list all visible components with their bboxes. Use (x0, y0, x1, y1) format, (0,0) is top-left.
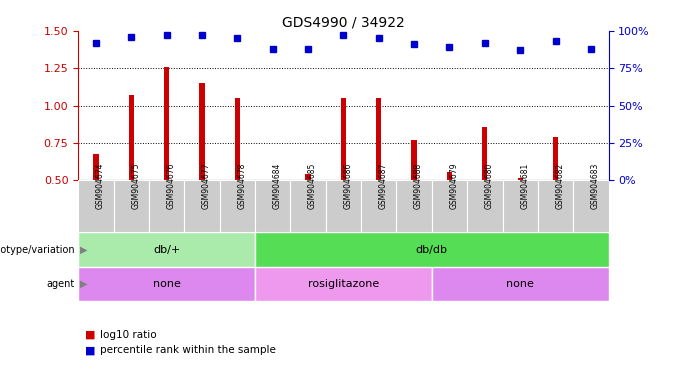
Text: db/db: db/db (415, 245, 448, 255)
Bar (255, 232, 609, 267)
Text: ■: ■ (85, 330, 95, 340)
Bar (432, 267, 609, 301)
Text: ▶: ▶ (80, 279, 88, 289)
Bar (361, 180, 396, 232)
Text: GSM904680: GSM904680 (485, 162, 494, 209)
Text: genotype/variation: genotype/variation (0, 245, 75, 255)
Text: GSM904676: GSM904676 (167, 162, 175, 209)
Bar (341, 98, 346, 180)
Text: GSM904686: GSM904686 (343, 162, 352, 209)
Bar (538, 180, 573, 232)
Bar (93, 154, 99, 180)
Text: agent: agent (46, 279, 75, 289)
Bar (114, 180, 149, 232)
Bar (467, 180, 503, 232)
Text: percentile rank within the sample: percentile rank within the sample (100, 345, 276, 355)
Bar (78, 180, 114, 232)
Bar (396, 180, 432, 232)
Bar (149, 180, 184, 232)
Text: ■: ■ (85, 345, 95, 355)
Bar (235, 98, 240, 180)
Text: rosiglitazone: rosiglitazone (308, 279, 379, 289)
Text: log10 ratio: log10 ratio (100, 330, 156, 340)
Bar (447, 172, 452, 180)
Text: GSM904688: GSM904688 (414, 162, 423, 209)
Bar (553, 137, 558, 180)
Text: GSM904675: GSM904675 (131, 162, 140, 209)
Text: GSM904677: GSM904677 (202, 162, 211, 209)
Text: GSM904687: GSM904687 (379, 162, 388, 209)
Text: GSM904685: GSM904685 (308, 162, 317, 209)
Text: GSM904681: GSM904681 (520, 162, 529, 209)
Bar (78, 267, 255, 301)
Bar (482, 127, 488, 180)
Bar (326, 180, 361, 232)
Bar (129, 95, 134, 180)
Text: none: none (153, 279, 180, 289)
Text: GSM904684: GSM904684 (273, 162, 282, 209)
Title: GDS4990 / 34922: GDS4990 / 34922 (282, 16, 405, 30)
Text: GSM904683: GSM904683 (591, 162, 600, 209)
Bar (432, 180, 467, 232)
Bar (573, 180, 609, 232)
Text: none: none (507, 279, 534, 289)
Bar (305, 174, 311, 180)
Text: db/+: db/+ (153, 245, 180, 255)
Bar (164, 67, 169, 180)
Bar (503, 180, 538, 232)
Bar (184, 180, 220, 232)
Bar (411, 140, 417, 180)
Bar (199, 83, 205, 180)
Bar (255, 180, 290, 232)
Bar (220, 180, 255, 232)
Text: GSM904679: GSM904679 (449, 162, 458, 209)
Bar (376, 98, 381, 180)
Text: ▶: ▶ (80, 245, 88, 255)
Text: GSM904678: GSM904678 (237, 162, 246, 209)
Bar (290, 180, 326, 232)
Bar (78, 232, 255, 267)
Bar (255, 267, 432, 301)
Text: GSM904682: GSM904682 (556, 162, 564, 209)
Text: GSM904674: GSM904674 (96, 162, 105, 209)
Bar (517, 178, 523, 180)
